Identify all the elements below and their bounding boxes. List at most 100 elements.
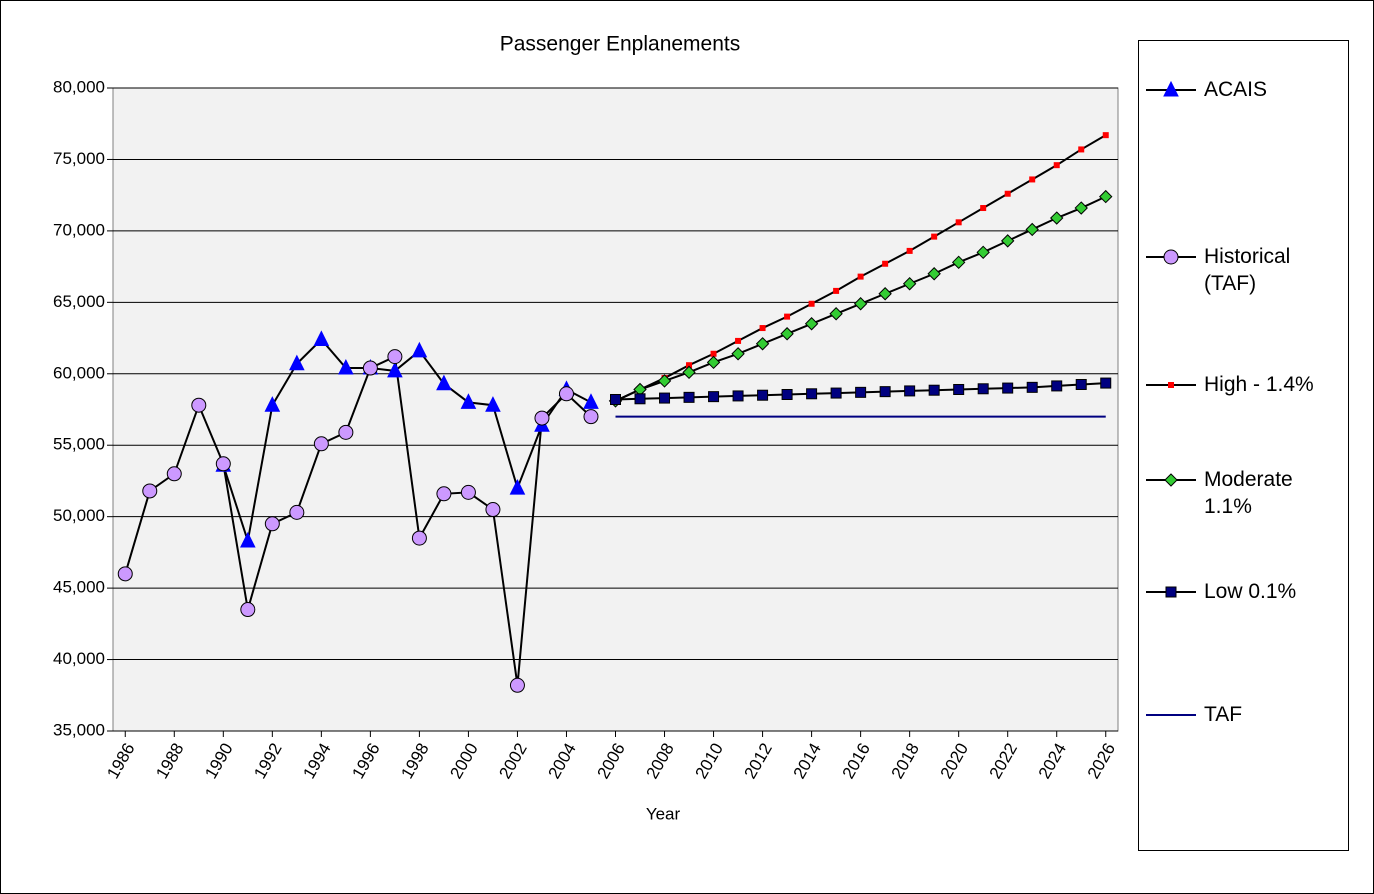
- marker: [191, 397, 207, 413]
- marker: [755, 337, 770, 351]
- legend-item: ACAIS: [1204, 78, 1268, 101]
- y-tick-label: 60,000: [53, 363, 105, 382]
- legend-label: High - 1.4%: [1204, 373, 1314, 396]
- marker: [558, 386, 574, 402]
- marker: [1168, 382, 1174, 388]
- marker: [289, 504, 305, 520]
- y-tick-label: 45,000: [53, 578, 105, 597]
- marker: [1102, 132, 1109, 139]
- marker: [657, 374, 672, 388]
- marker: [485, 396, 501, 412]
- marker: [509, 677, 525, 693]
- marker: [460, 393, 477, 409]
- marker: [879, 386, 891, 398]
- marker: [759, 325, 766, 332]
- y-tick-label: 65,000: [53, 292, 105, 311]
- marker: [117, 566, 133, 582]
- marker: [951, 255, 966, 270]
- y-tick-label: 40,000: [53, 649, 105, 668]
- marker: [1164, 473, 1178, 487]
- marker: [804, 317, 819, 331]
- marker: [338, 424, 354, 440]
- legend-label: Historical (TAF): [1204, 245, 1291, 295]
- marker: [683, 391, 695, 403]
- marker: [534, 410, 550, 426]
- marker: [780, 327, 794, 341]
- plot-area: [112, 87, 1119, 732]
- marker: [882, 260, 889, 267]
- marker: [411, 341, 428, 358]
- marker: [902, 277, 917, 291]
- marker: [166, 466, 182, 482]
- legend-label: TAF: [1204, 703, 1243, 726]
- marker: [387, 361, 403, 378]
- marker: [215, 456, 231, 472]
- legend-label: ACAIS: [1204, 78, 1268, 101]
- marker: [634, 393, 646, 405]
- marker: [1165, 586, 1177, 598]
- marker: [436, 374, 452, 391]
- marker: [1050, 211, 1064, 225]
- marker: [732, 390, 744, 402]
- marker: [1078, 146, 1085, 153]
- legend-item: TAF: [1204, 703, 1243, 726]
- series-line: [124, 355, 592, 686]
- y-tick-label: 35,000: [53, 720, 105, 739]
- marker: [904, 385, 916, 397]
- chart-title: Passenger Enplanements: [500, 33, 741, 56]
- marker: [436, 486, 452, 502]
- marker: [808, 300, 815, 307]
- marker: [362, 360, 378, 376]
- marker: [1074, 201, 1088, 215]
- marker: [1075, 378, 1087, 390]
- marker: [1053, 162, 1060, 169]
- y-tick-label: 55,000: [53, 435, 105, 454]
- marker: [735, 337, 742, 344]
- marker: [313, 330, 330, 346]
- marker: [830, 387, 842, 399]
- legend-label: Low 0.1%: [1204, 580, 1297, 603]
- marker: [682, 365, 696, 380]
- marker: [829, 307, 843, 321]
- marker: [1000, 234, 1015, 248]
- marker: [387, 349, 403, 365]
- marker: [955, 219, 962, 226]
- marker: [610, 393, 621, 405]
- marker: [980, 205, 987, 212]
- marker: [264, 516, 280, 532]
- marker: [731, 347, 745, 361]
- marker: [1163, 80, 1179, 97]
- marker: [460, 484, 476, 500]
- legend-item: Historical (TAF): [1204, 245, 1291, 295]
- marker: [781, 388, 793, 400]
- marker: [757, 389, 769, 401]
- marker: [1029, 176, 1036, 183]
- marker: [1026, 381, 1038, 393]
- marker: [1025, 222, 1039, 237]
- marker: [583, 393, 599, 409]
- marker: [708, 391, 720, 403]
- marker: [710, 350, 717, 357]
- marker: [1163, 249, 1179, 265]
- marker: [855, 386, 867, 398]
- marker: [411, 530, 427, 546]
- marker: [853, 297, 868, 311]
- marker: [928, 384, 940, 396]
- marker: [338, 358, 354, 375]
- marker: [1100, 377, 1112, 389]
- marker: [1099, 189, 1113, 204]
- legend-item: High - 1.4%: [1204, 373, 1314, 396]
- marker: [706, 355, 721, 370]
- marker: [878, 287, 892, 301]
- marker: [784, 313, 791, 320]
- x-axis-label: Year: [646, 804, 681, 823]
- y-tick-label: 75,000: [53, 149, 105, 168]
- y-tick-label: 70,000: [53, 220, 105, 239]
- marker: [857, 273, 864, 280]
- marker: [931, 233, 938, 240]
- marker: [806, 388, 818, 400]
- marker: [142, 483, 158, 499]
- marker: [509, 478, 526, 495]
- marker: [1004, 190, 1011, 197]
